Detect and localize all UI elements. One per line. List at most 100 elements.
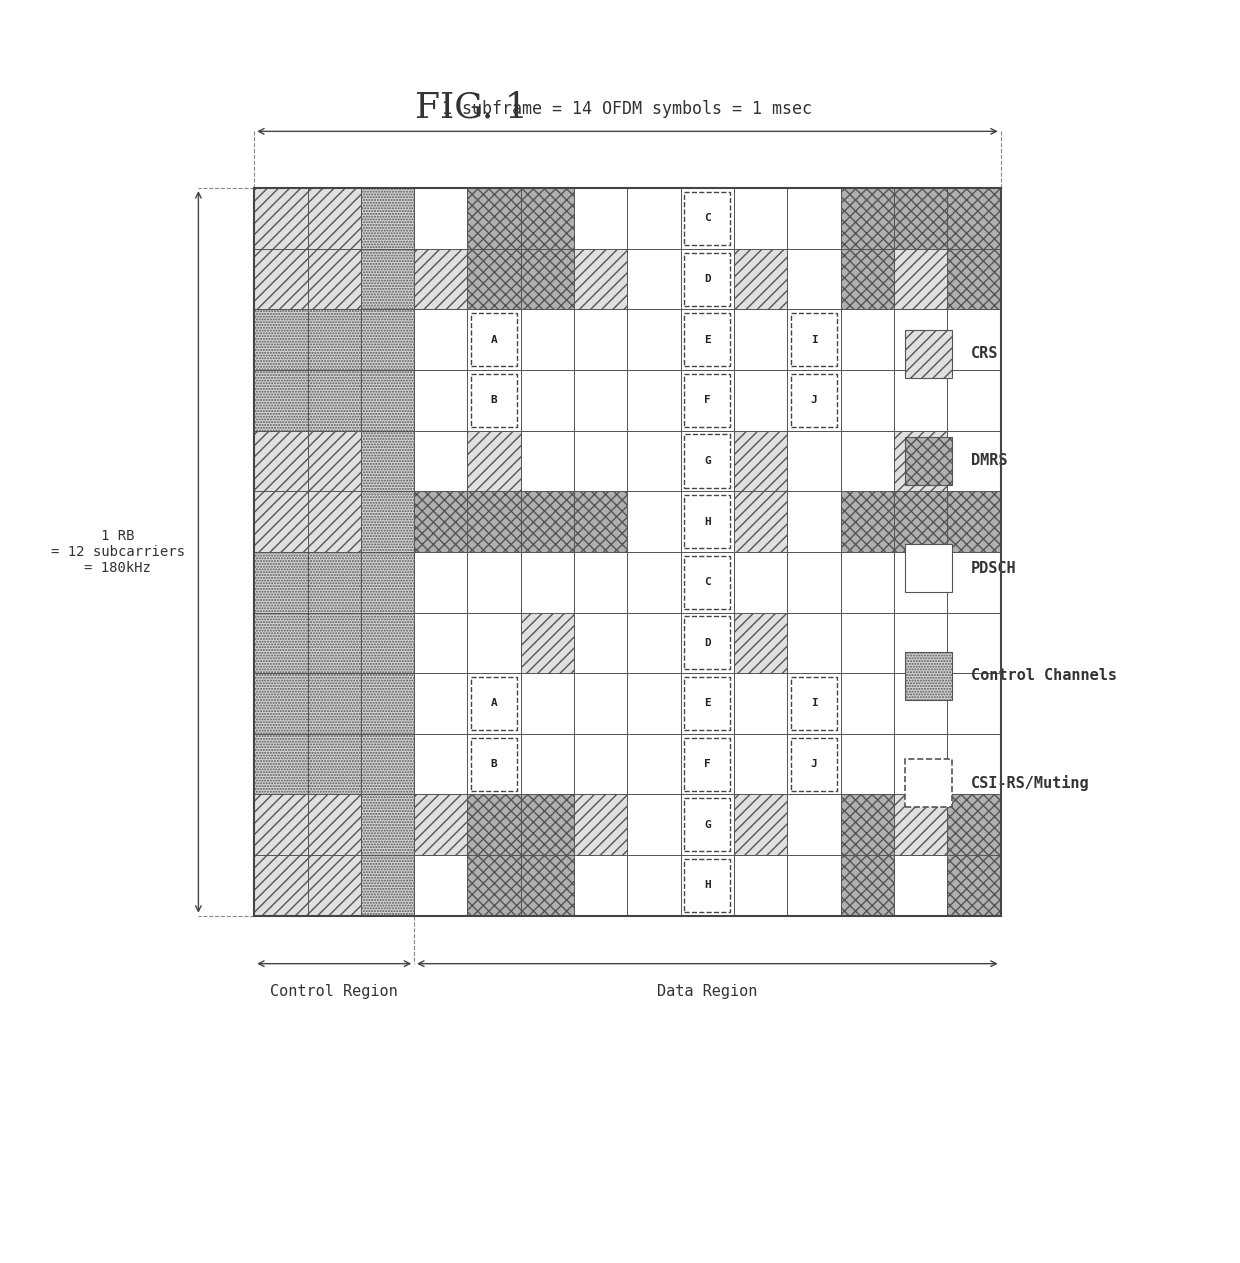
Bar [681,855,734,916]
Bar [627,552,681,613]
Bar [574,794,627,855]
Bar [684,253,730,306]
Bar [905,330,952,378]
Bar [574,855,627,916]
Bar [414,673,467,734]
Bar [521,734,574,794]
Bar [841,431,894,491]
Bar [787,431,841,491]
Text: A: A [491,335,497,345]
Bar [521,491,574,552]
Bar [627,491,681,552]
Text: Control Channels: Control Channels [971,668,1117,683]
Bar [414,855,467,916]
Bar [684,374,730,427]
Bar [467,309,521,370]
Bar [684,798,730,851]
Text: E: E [704,335,711,345]
Bar [947,249,1001,309]
Text: E: E [704,698,711,709]
Bar [841,370,894,431]
Bar [841,188,894,249]
Bar [787,370,841,431]
Bar [254,613,308,673]
Bar [787,734,841,794]
Bar [894,673,947,734]
Text: G: G [704,820,711,830]
Bar [361,552,414,613]
Bar [254,249,308,309]
Bar [254,188,1001,916]
Text: Data Region: Data Region [657,984,758,999]
Bar [947,734,1001,794]
Bar [627,855,681,916]
Bar [684,859,730,912]
Bar [947,431,1001,491]
Bar [521,673,574,734]
Bar [574,431,627,491]
Bar [787,794,841,855]
Bar [894,734,947,794]
Bar [684,192,730,245]
Bar [627,188,681,249]
Bar [254,734,308,794]
Bar [414,309,467,370]
Bar [947,613,1001,673]
Text: B: B [491,759,497,769]
Bar [414,431,467,491]
Bar [308,309,361,370]
Bar [947,370,1001,431]
Bar [627,613,681,673]
Bar [627,370,681,431]
Bar [894,552,947,613]
Bar [467,794,521,855]
Text: I: I [811,335,817,345]
Bar [521,855,574,916]
Bar [574,491,627,552]
Text: C: C [704,213,711,224]
Bar [947,552,1001,613]
Bar [574,552,627,613]
Bar [894,431,947,491]
Bar [894,613,947,673]
Bar [414,613,467,673]
Bar [361,734,414,794]
Bar [521,188,574,249]
Bar [787,249,841,309]
Bar [521,309,574,370]
Bar [734,188,787,249]
Bar [308,673,361,734]
Bar [521,552,574,613]
Bar [787,309,841,370]
Bar [841,673,894,734]
Bar [521,613,574,673]
Bar [905,544,952,592]
Bar [254,370,308,431]
Bar [681,431,734,491]
Bar [414,491,467,552]
Bar [471,313,517,366]
Text: CSI-RS/Muting: CSI-RS/Muting [971,775,1090,791]
Bar [894,794,947,855]
Bar [361,794,414,855]
Bar [467,673,521,734]
Bar [361,613,414,673]
Bar [414,552,467,613]
Text: H: H [704,880,711,890]
Bar [734,552,787,613]
Bar [574,249,627,309]
Bar [254,794,308,855]
Bar [414,734,467,794]
Bar [414,249,467,309]
Bar [787,613,841,673]
Bar [467,552,521,613]
Text: J: J [811,395,817,405]
Bar [905,759,952,807]
Text: I: I [811,698,817,709]
Bar [414,794,467,855]
Bar [681,734,734,794]
Bar [308,734,361,794]
Bar [574,734,627,794]
Bar [734,491,787,552]
Bar [471,677,517,730]
